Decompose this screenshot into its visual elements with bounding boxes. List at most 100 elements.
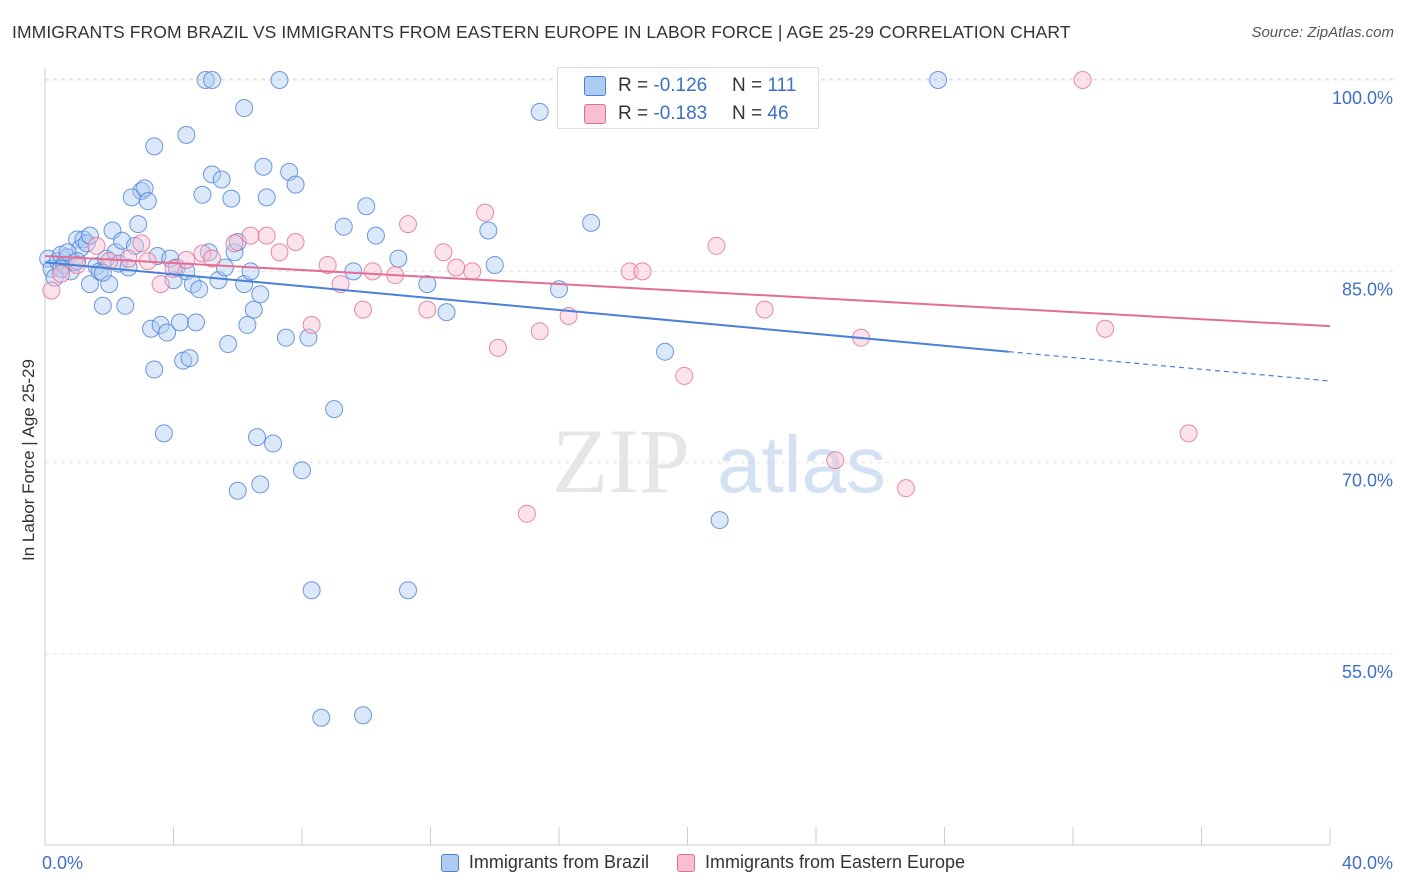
data-point (235, 99, 254, 118)
data-point (193, 244, 212, 263)
stat-swatch-brazil (584, 76, 606, 96)
data-point (219, 335, 238, 354)
legend-label-eastern-europe: Immigrants from Eastern Europe (704, 852, 966, 872)
data-point (241, 226, 260, 245)
legend: Immigrants from Brazil Immigrants from E… (0, 852, 1406, 873)
data-point (132, 181, 151, 200)
data-point (1073, 71, 1092, 89)
data-point (434, 243, 453, 262)
data-point (399, 581, 418, 600)
data-point (212, 170, 231, 189)
data-point (228, 481, 247, 500)
data-point (129, 215, 148, 234)
data-point (170, 313, 189, 332)
data-point (318, 255, 337, 274)
stat-r-label: R = (618, 75, 654, 96)
data-point (222, 189, 241, 208)
data-point (302, 581, 321, 600)
data-point (286, 232, 305, 251)
stat-r-value: -0.126 (653, 75, 708, 96)
stat-swatch-eastern-europe (584, 104, 606, 124)
data-point (485, 255, 504, 274)
correlation-legend: R = -0.126 N = 111 R = -0.183 N = 46 (557, 67, 819, 129)
data-point (325, 400, 344, 419)
y-tick-label: 85.0% (1342, 279, 1393, 299)
data-point (1179, 424, 1198, 443)
data-point (193, 185, 212, 204)
data-point (1096, 319, 1115, 338)
data-point (238, 315, 257, 334)
data-point (270, 243, 289, 262)
data-point (203, 249, 222, 268)
data-point (190, 280, 209, 299)
data-point (366, 226, 385, 245)
stat-row-eastern-europe: R = -0.183 N = 46 (558, 100, 818, 128)
data-point (132, 234, 151, 253)
data-point (363, 262, 382, 281)
data-point (154, 424, 173, 443)
data-point (177, 250, 196, 269)
stat-r-value: -0.183 (653, 103, 708, 124)
source-label: Source: ZipAtlas.com (1251, 24, 1394, 41)
trend-line-brazil-extension (1008, 351, 1331, 382)
data-point (241, 262, 260, 281)
data-point (122, 188, 141, 207)
data-point (203, 165, 222, 184)
data-point (418, 275, 437, 294)
stat-n-label: N = (732, 103, 768, 124)
legend-label-brazil: Immigrants from Brazil (468, 852, 649, 872)
data-point (196, 71, 215, 89)
data-point (517, 504, 536, 523)
legend-item-brazil: Immigrants from Brazil (440, 852, 649, 873)
data-point (225, 234, 244, 253)
trend-line-brazil (44, 261, 1009, 353)
legend-swatch-brazil (440, 853, 459, 872)
data-point (826, 451, 845, 470)
data-point (463, 262, 482, 281)
data-point (656, 342, 675, 361)
data-point (145, 137, 164, 156)
data-point (100, 252, 119, 271)
data-point (334, 217, 353, 236)
data-point (344, 262, 363, 281)
data-point (389, 249, 408, 268)
data-point (119, 249, 138, 268)
data-point (530, 322, 549, 341)
data-point (331, 275, 350, 294)
data-point (620, 262, 639, 281)
data-point (257, 226, 276, 245)
data-point (180, 349, 199, 368)
data-point (52, 264, 71, 283)
data-point (286, 175, 305, 194)
data-point (151, 315, 170, 334)
data-point (248, 428, 267, 447)
y-tick-label: 55.0% (1342, 662, 1393, 682)
data-point (357, 197, 376, 216)
data-point (116, 296, 135, 315)
data-point (158, 323, 177, 342)
data-point (177, 125, 196, 144)
data-point (399, 215, 418, 234)
data-point (710, 511, 729, 530)
y-tick-label: 100.0% (1332, 88, 1393, 108)
data-point (479, 221, 498, 240)
data-point (80, 226, 99, 245)
data-point (42, 281, 61, 300)
legend-item-eastern-europe: Immigrants from Eastern Europe (676, 852, 966, 873)
data-point (80, 275, 99, 294)
y-tick-label: 70.0% (1342, 471, 1393, 491)
data-point (270, 71, 289, 89)
data-point (254, 157, 273, 176)
watermark-zip: ZIP (552, 410, 690, 512)
data-point (264, 434, 283, 453)
data-point (488, 338, 507, 357)
data-point (312, 708, 331, 727)
data-point (755, 300, 774, 319)
trend-line-eastern-europe (44, 255, 1331, 328)
data-point (293, 461, 311, 480)
data-point (476, 203, 495, 222)
grid-lines (45, 78, 1395, 655)
data-point (215, 258, 234, 277)
x-tick-label-min: 0.0% (42, 853, 83, 873)
